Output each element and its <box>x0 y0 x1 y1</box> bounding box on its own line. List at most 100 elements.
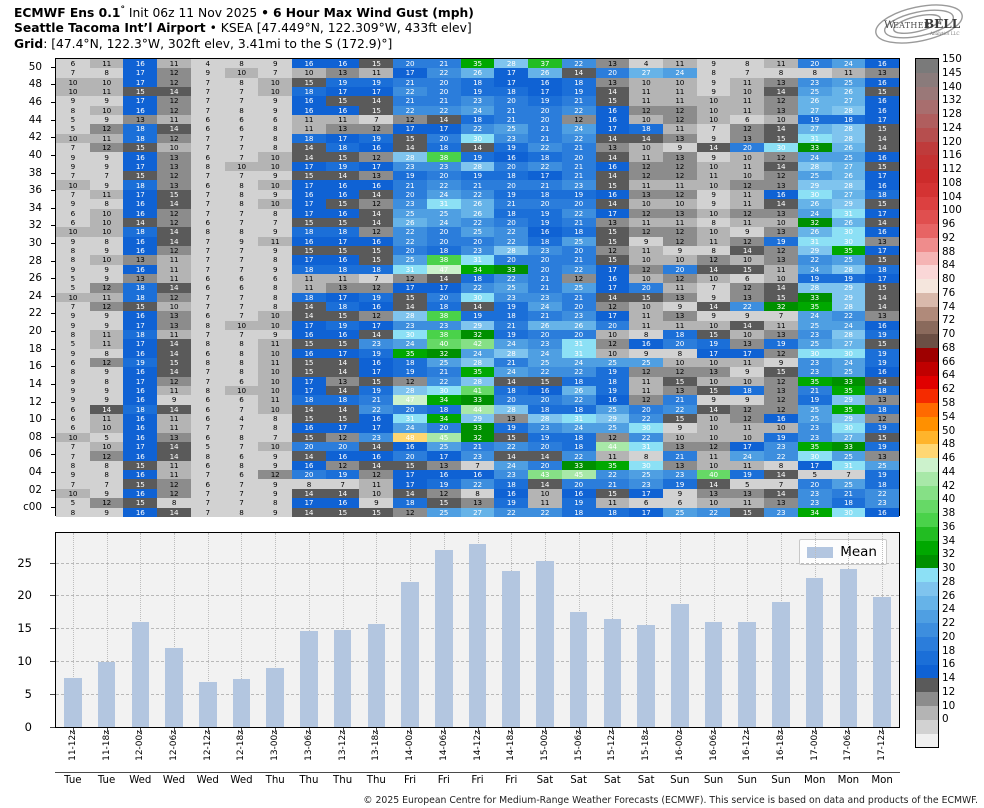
bar[interactable] <box>637 625 655 727</box>
bar[interactable] <box>165 648 183 727</box>
heatmap-cell: 11 <box>629 386 663 396</box>
heatmap-cell: 11 <box>764 59 798 69</box>
bar[interactable] <box>300 631 318 727</box>
heatmap-cell: 16 <box>123 432 158 443</box>
bar[interactable] <box>131 621 150 727</box>
heatmap-cell: 12 <box>325 460 360 471</box>
heatmap-cell: 25 <box>561 236 596 246</box>
heatmap-cell: 7 <box>224 498 259 508</box>
bar[interactable] <box>704 622 723 727</box>
mean-bar-chart[interactable]: Mean <box>55 532 900 728</box>
bar[interactable] <box>64 678 82 727</box>
heatmap-cell: 24 <box>426 217 461 228</box>
heatmap-cell: 18 <box>393 358 427 368</box>
bar[interactable] <box>97 661 116 727</box>
heatmap-cell: 14 <box>730 245 765 256</box>
heatmap-cell: 19 <box>393 171 427 181</box>
heatmap-cell: 22 <box>561 367 596 377</box>
heatmap-cell: 18 <box>494 87 529 97</box>
heatmap-cell: 14 <box>595 152 630 162</box>
heatmap-cell: 20 <box>797 479 832 489</box>
legend-swatch-mean <box>807 546 834 558</box>
heatmap-cell: 17 <box>865 245 899 256</box>
heatmap-cell: 22 <box>494 227 529 237</box>
heatmap-cell: 20 <box>797 59 832 69</box>
heatmap-cell: 6 <box>224 115 259 125</box>
bar[interactable] <box>671 604 689 727</box>
heatmap-cell: 7 <box>258 432 293 443</box>
heatmap-cell: 8 <box>190 320 225 330</box>
bar[interactable] <box>805 577 824 727</box>
bar[interactable] <box>401 582 419 727</box>
heatmap-cell: 4 <box>629 59 663 69</box>
heatmap-cell: 9 <box>89 395 124 405</box>
bar[interactable] <box>367 623 386 727</box>
bar[interactable] <box>266 668 284 727</box>
heatmap-cell: 30 <box>426 386 461 396</box>
heatmap-cell: 19 <box>325 77 360 88</box>
heatmap-cell: 14 <box>359 208 394 218</box>
heatmap-cell: 15 <box>595 96 630 106</box>
bar[interactable] <box>738 622 757 727</box>
heatmap-cell: 31 <box>393 414 427 424</box>
bar[interactable] <box>839 568 858 727</box>
bar[interactable] <box>435 550 453 727</box>
heatmap-cell: 12 <box>865 414 899 424</box>
heatmap-cell: 16 <box>865 507 899 517</box>
heatmap-cell: 10 <box>696 414 731 424</box>
heatmap-cell: 11 <box>258 358 293 368</box>
heatmap-cell: 22 <box>393 105 427 116</box>
bar[interactable] <box>569 611 588 727</box>
heatmap-cell: 22 <box>426 376 461 387</box>
heatmap-cell: 11 <box>157 59 191 69</box>
bar[interactable] <box>502 571 520 727</box>
heatmap-cell: 22 <box>359 404 394 415</box>
heatmap-cell: 25 <box>831 367 866 377</box>
colorbar-tick-label: 10 <box>942 699 956 712</box>
bar-y-tick-mark <box>50 694 55 696</box>
heatmap-cell: 21 <box>561 292 596 302</box>
colorbar-segment <box>916 237 938 252</box>
heatmap-cell: 15 <box>325 311 360 321</box>
bar[interactable] <box>873 596 891 727</box>
heatmap-cell: 18 <box>292 133 326 144</box>
heatmap-cell: 18 <box>494 208 529 218</box>
heatmap-cell: 19 <box>494 329 529 340</box>
heatmap-cell: 10 <box>224 161 259 172</box>
bar[interactable] <box>772 602 790 727</box>
heatmap-cell: 22 <box>629 414 663 424</box>
header-sep-1: • <box>261 6 270 20</box>
heatmap-cell: 10 <box>764 273 798 284</box>
heatmap-cell: 10 <box>258 311 293 321</box>
heatmap-row: 8 9 16 14 7 8 10 15 14 17 19 21 35 24 22 22 19 12 12 13 9 15 2… <box>56 367 899 377</box>
heatmap-cell: 9 <box>258 227 293 237</box>
heatmap-cell: 6 <box>190 273 225 284</box>
ensemble-member-heatmap[interactable]: 6 11 16 11 4 8 9 16 16 15 20 21 35 28 37 22 13 4 11 9 8 11 20 2… <box>55 58 900 517</box>
heatmap-cell: 28 <box>460 376 495 387</box>
colorbar-tick-label: 22 <box>942 617 956 630</box>
bar[interactable] <box>603 619 622 727</box>
heatmap-cell: 8 <box>190 227 225 237</box>
heatmap-cell: 19 <box>797 395 832 405</box>
bar[interactable] <box>468 543 487 727</box>
heatmap-y-tick-label: 46 <box>28 96 42 109</box>
header-line-3: Grid: [47.4°N, 122.3°W, 302ft elev, 3.41… <box>14 37 734 52</box>
day-label: Thu <box>265 775 285 786</box>
heatmap-cell: 26 <box>528 320 562 330</box>
heatmap-cell: 7 <box>224 96 259 106</box>
heatmap-cell: 12 <box>629 264 663 274</box>
heatmap-cell: 29 <box>831 292 866 302</box>
bar[interactable] <box>232 679 251 727</box>
bar[interactable] <box>198 682 217 727</box>
heatmap-cell: 14 <box>157 199 191 209</box>
heatmap-row: 9 8 16 14 6 8 10 16 17 19 35 32 24 28 24 31 10 9 8 17 17 12 30… <box>56 348 899 358</box>
bar[interactable] <box>536 561 554 727</box>
colorbar-tick-label: 84 <box>942 259 956 272</box>
heatmap-cell: 12 <box>662 227 697 237</box>
bar[interactable] <box>333 630 352 727</box>
heatmap-cell: 11 <box>157 423 191 433</box>
heatmap-cell: 28 <box>494 348 529 358</box>
heatmap-cell: 10 <box>696 208 731 218</box>
heatmap-cell: 7 <box>224 479 259 489</box>
heatmap-cell: 21 <box>460 442 495 452</box>
